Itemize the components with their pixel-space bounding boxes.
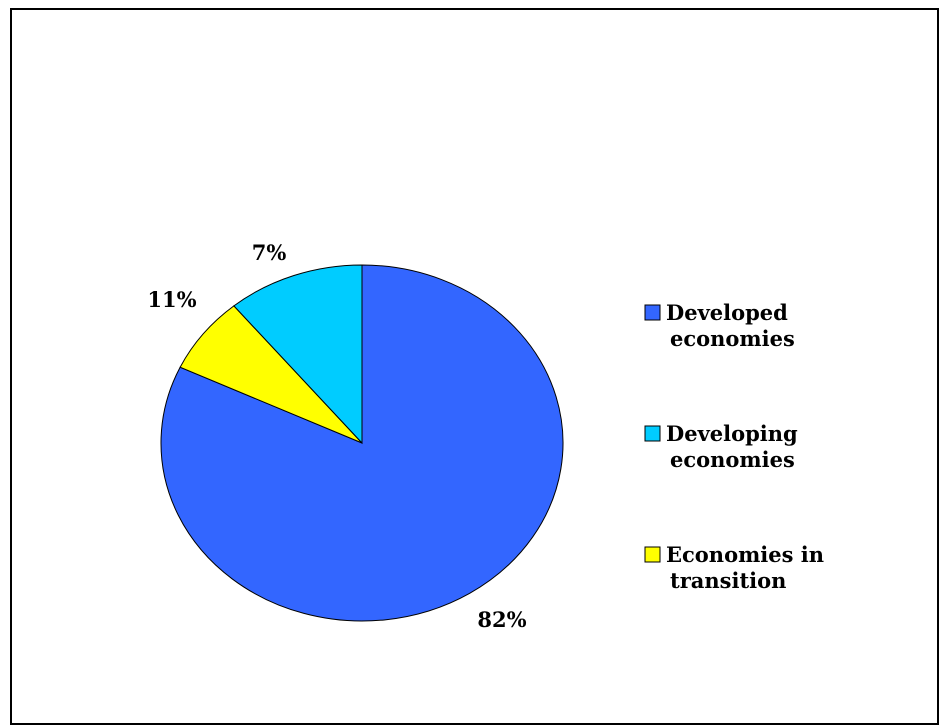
legend-label-0: Developed economies <box>666 300 795 351</box>
legend-label-2: Developing economies <box>666 421 798 472</box>
legend-item-1: Economies in transition <box>644 542 824 593</box>
pie-slices <box>160 264 564 622</box>
data-label-1: 7% <box>252 240 287 265</box>
pie-chart: 82% 7% 11% Developed economies Developing eco… <box>147 240 824 632</box>
data-labels: 82% 7% 11% <box>147 240 526 632</box>
pie-slice-2 <box>233 264 363 445</box>
data-label-0: 82% <box>477 607 526 632</box>
legend-swatch-0 <box>644 304 661 321</box>
legend-swatch-1 <box>644 546 661 563</box>
chart-frame: 82% 7% 11% Developed economies Developing eco… <box>10 8 939 725</box>
legend-swatch-2 <box>644 425 661 442</box>
legend-item-0: Developed economies <box>644 300 795 351</box>
data-label-2: 11% <box>147 287 196 312</box>
legend: Developed economies Developing economies Eco… <box>644 300 824 593</box>
legend-label-1: Economies in transition <box>666 542 824 593</box>
legend-item-2: Developing economies <box>644 421 798 472</box>
